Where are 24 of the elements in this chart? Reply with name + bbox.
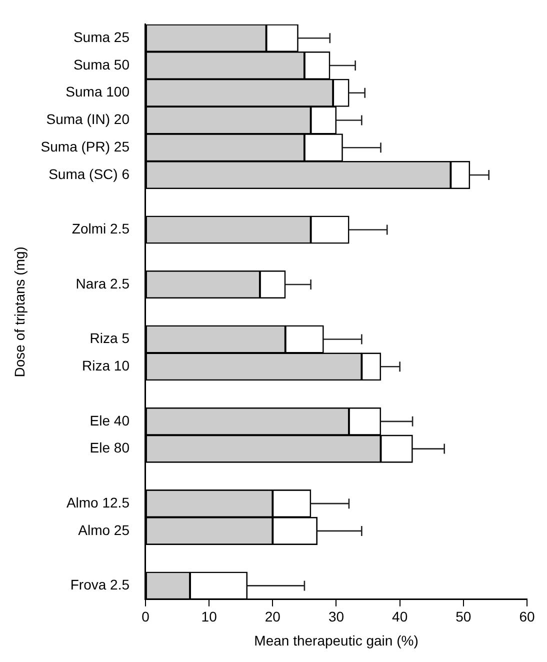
y-tick-label: Zolmi 2.5 — [72, 220, 130, 237]
y-tick-label: Suma (SC) 6 — [48, 166, 130, 182]
y-axis-title: Dose of triptans (mg) — [11, 246, 28, 378]
y-tick-label: Almo 12.5 — [66, 494, 130, 510]
y-tick-label: Riza 5 — [90, 330, 130, 346]
y-tick-label: Suma 100 — [66, 84, 130, 100]
x-axis-title: Mean therapeutic gain (%) — [254, 632, 418, 648]
y-tick-label: Suma 50 — [73, 56, 130, 72]
y-tick-label: Suma 25 — [73, 28, 130, 45]
x-tick-label: 10 — [201, 608, 218, 625]
x-tick-label: 20 — [264, 608, 281, 625]
x-tick-label: 0 — [142, 608, 150, 625]
y-tick-label: Almo 25 — [78, 522, 130, 538]
x-tick-label: 40 — [392, 608, 408, 625]
y-tick-label: Ele 80 — [90, 440, 130, 456]
y-tick-label: Ele 40 — [90, 412, 130, 428]
x-tick-label: 50 — [456, 608, 472, 625]
y-tick-label: Suma (PR) 25 — [40, 138, 130, 154]
y-tick-label: Frova 2.5 — [70, 576, 130, 593]
y-tick-label: Suma (IN) 20 — [46, 111, 130, 128]
y-tick-label: Nara 2.5 — [76, 275, 130, 292]
x-tick-label: 30 — [328, 608, 344, 625]
x-tick-label: 60 — [519, 608, 535, 625]
y-tick-label: Riza 10 — [82, 358, 130, 374]
